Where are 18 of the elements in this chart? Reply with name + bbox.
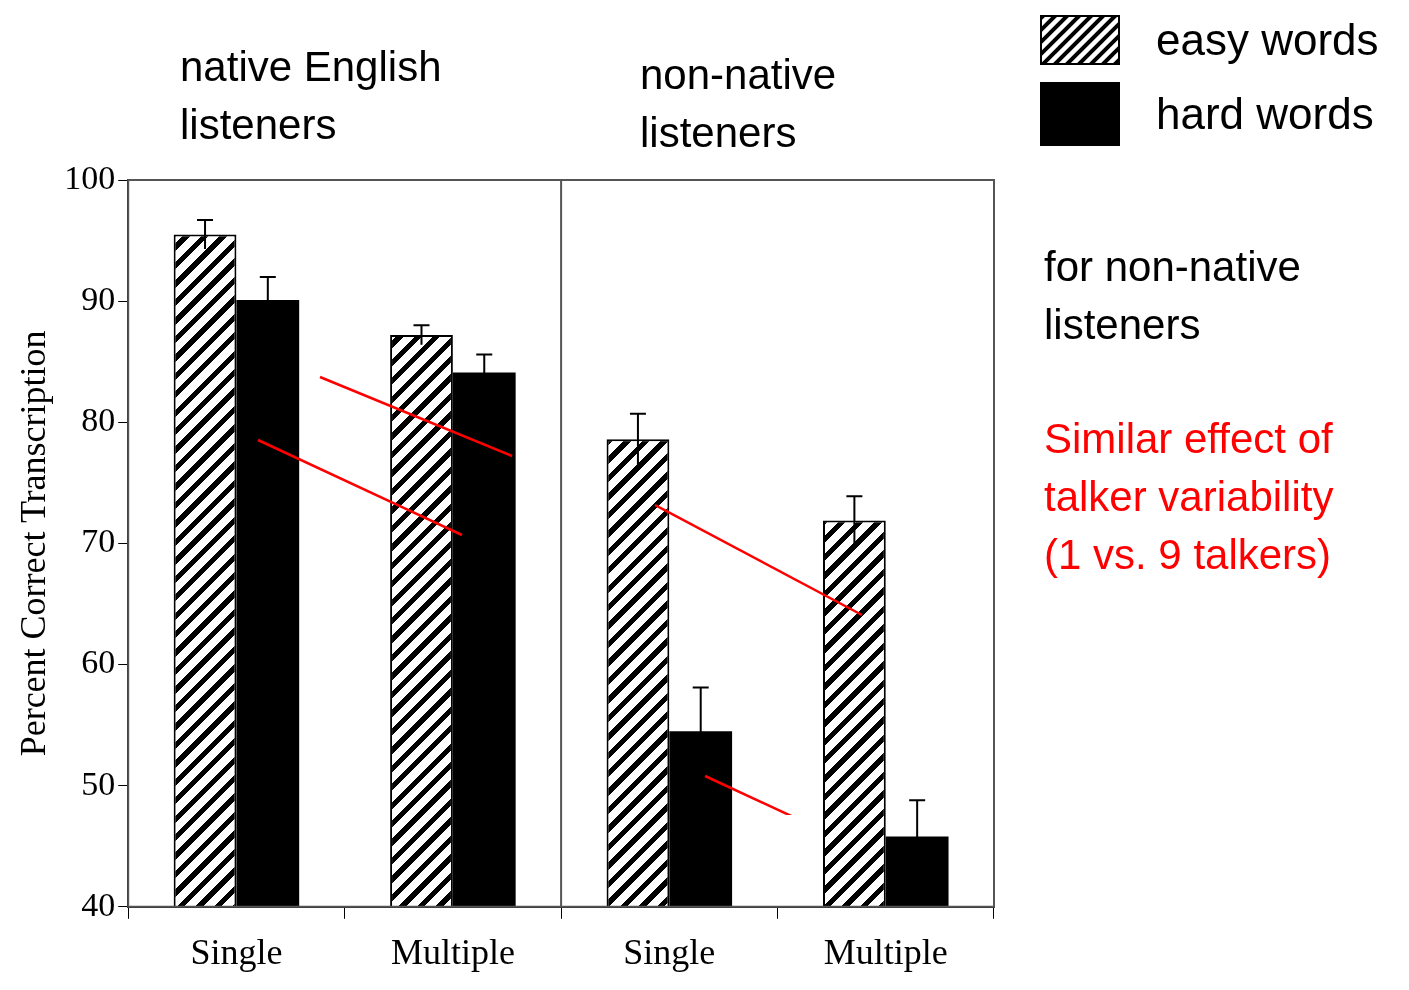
legend-label: hard words (1156, 89, 1374, 139)
y-tick-label: 40 (81, 885, 116, 923)
text: for non-native listeners (1044, 242, 1302, 350)
text: Similar effect of talker variability (1 vs. 9 talkers) (1044, 414, 1335, 580)
x-tick-label: Multiple (390, 931, 515, 972)
y-tick-label: 70 (81, 522, 116, 560)
y-tick-label: 60 (81, 643, 116, 681)
y-tick-label: 90 (81, 280, 116, 318)
y-tick-label: 80 (81, 401, 116, 439)
x-tick-label: Single (190, 931, 283, 972)
text: non-native listeners (640, 50, 838, 158)
x-tick-label: Multiple (823, 931, 948, 972)
y-tick-label: 50 (81, 764, 116, 802)
y-axis-title: Percent Correct Transcription (13, 330, 54, 757)
x-tick-label: Single (623, 931, 716, 972)
legend-label: easy words (1156, 15, 1379, 65)
text: native English listeners (180, 42, 443, 150)
y-tick-label: 100 (64, 158, 116, 196)
